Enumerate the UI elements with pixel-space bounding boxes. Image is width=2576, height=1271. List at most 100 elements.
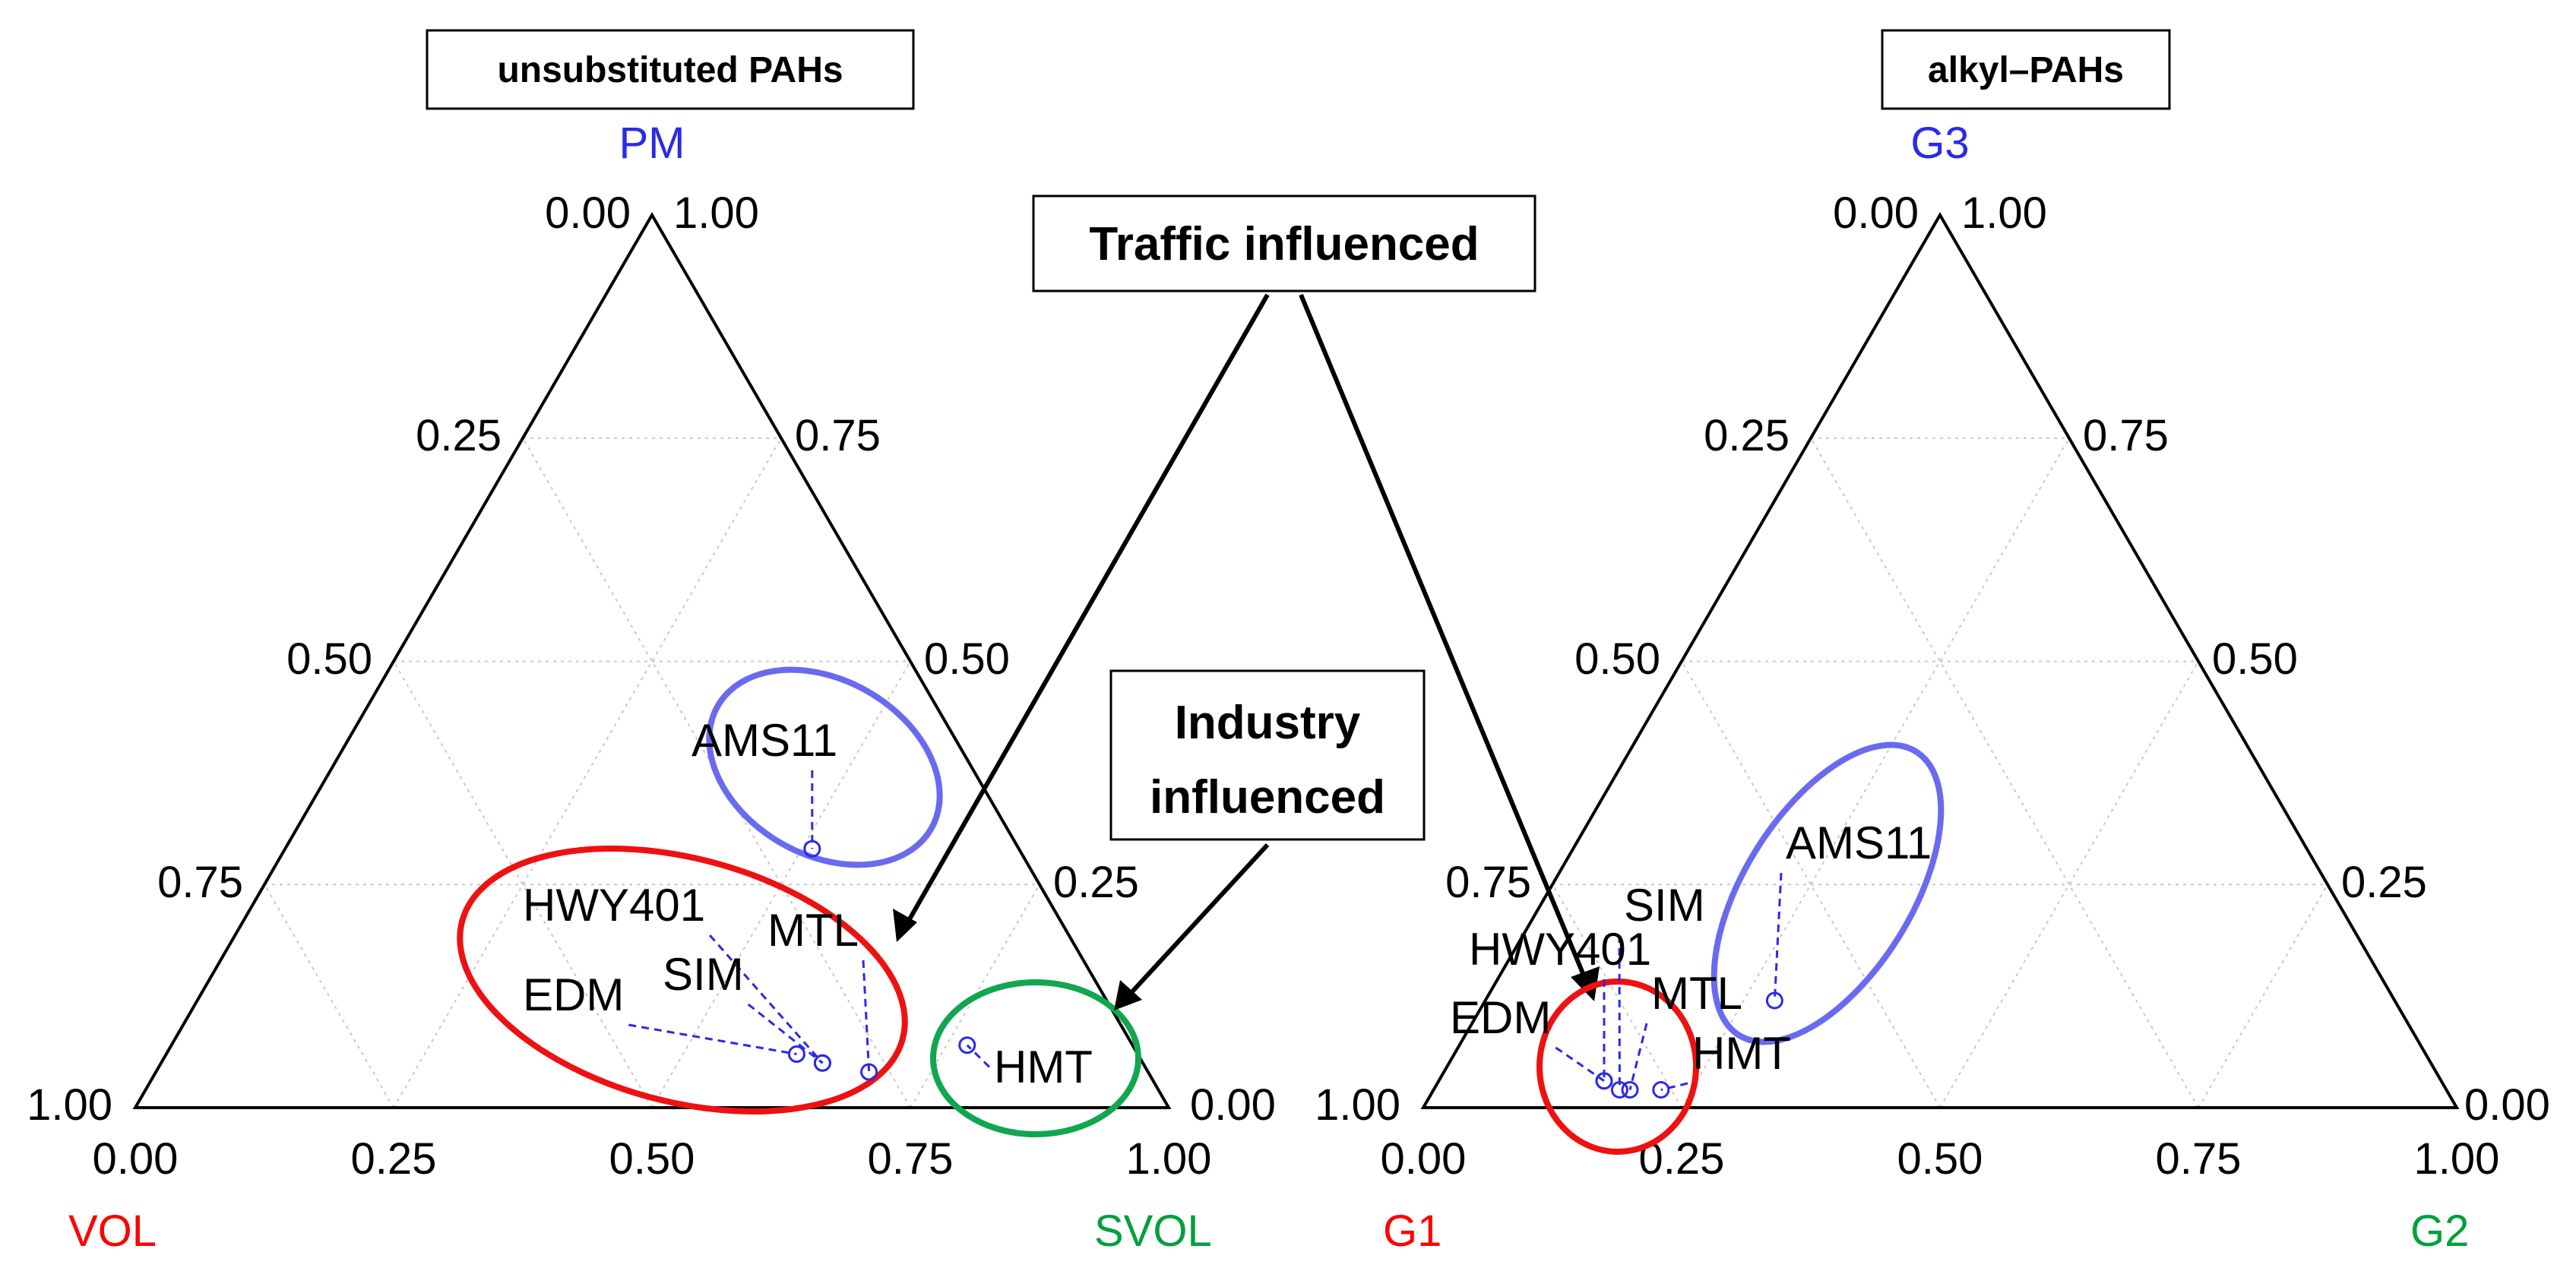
industry-label-line1: Industry [1175, 697, 1361, 749]
points-left [628, 770, 991, 1081]
grid-line-right-a2 [1552, 884, 1682, 1108]
tick-bottom-right-4: 1.00 [2414, 1134, 2500, 1184]
tick-rightedge-right-4: 0.00 [2464, 1080, 2550, 1130]
grid-line-right-a0 [1810, 438, 2199, 1108]
ellipse-ams11-left [706, 666, 943, 868]
grid-line-right-b1 [1939, 660, 2199, 1108]
point-label-hmt-left: HMT [994, 1042, 1093, 1092]
corner-label-bl-left: VOL [68, 1206, 157, 1256]
tick-bottom-left-4: 1.00 [1126, 1134, 1212, 1184]
leader-ams11-right [1773, 872, 1783, 1001]
leader-sim-left [747, 1003, 824, 1064]
tick-bottom-right-2: 0.50 [1897, 1134, 1983, 1184]
tick-bottom-left-2: 0.50 [609, 1134, 695, 1184]
point-hmt-right [1652, 1081, 1670, 1099]
tick-bottom-left-1: 0.25 [351, 1134, 437, 1184]
ellipse-traffic-right [1536, 979, 1699, 1155]
grid-line-left-a1 [393, 660, 653, 1108]
leader-hmt-right [1660, 1082, 1688, 1091]
ellipse-traffic-left [457, 846, 908, 1114]
ternary-left: unsubstituted PAHs PM VOL SVOL 0.00 0.25… [27, 29, 1276, 1256]
leader-hwy401-left [708, 934, 824, 1064]
title-left: unsubstituted PAHs [497, 50, 843, 90]
title-box-right [1881, 29, 2171, 110]
point-edm-left [787, 1045, 805, 1063]
tick-rightedge-right-2: 0.50 [2212, 634, 2298, 684]
tick-rightedge-right-0: 1.00 [1961, 188, 2047, 238]
tick-bottom-left-3: 0.75 [868, 1134, 954, 1184]
point-sim-right [1610, 1081, 1628, 1099]
grid-line-right-b2 [2198, 884, 2328, 1108]
tick-rightedge-left-1: 0.75 [795, 411, 881, 460]
point-sim-left [813, 1054, 831, 1072]
traffic-box [1032, 194, 1536, 292]
point-label-edm-left: EDM [523, 969, 624, 1020]
point-label-hwy401-left: HWY401 [523, 880, 705, 931]
tick-leftedge-left-0: 0.00 [545, 188, 631, 238]
tick-rightedge-left-0: 1.00 [673, 188, 759, 238]
tick-rightedge-right-3: 0.25 [2341, 858, 2427, 907]
point-label-sim-left: SIM [663, 949, 744, 1000]
point-label-mtl-right: MTL [1651, 968, 1742, 1019]
point-label-ams11-right: AMS11 [1786, 817, 1932, 868]
tick-bottom-left-0: 0.00 [93, 1134, 179, 1184]
point-mtl-right [1621, 1081, 1639, 1099]
corner-label-top-left: PM [619, 119, 685, 168]
corner-label-br-left: SVOL [1094, 1206, 1212, 1256]
point-label-sim-right: SIM [1624, 880, 1705, 931]
point-mtl-left [860, 1063, 878, 1081]
corner-label-bl-right: G1 [1383, 1206, 1441, 1256]
point-label-mtl-left: MTL [767, 905, 859, 956]
ellipse-hmt-left [930, 979, 1141, 1137]
ellipse-ams11-right [1710, 741, 1945, 1045]
title-right: alkyl–PAHs [1928, 50, 2124, 90]
arrow-traffic-to-left [893, 293, 1270, 942]
tick-rightedge-left-4: 0.00 [1190, 1080, 1276, 1130]
tick-leftedge-right-1: 0.25 [1704, 411, 1790, 460]
industry-box [1109, 669, 1426, 841]
tick-bottom-right-3: 0.75 [2156, 1134, 2242, 1184]
grid-left [264, 437, 1040, 1108]
tick-leftedge-left-2: 0.50 [286, 634, 372, 684]
tick-leftedge-right-0: 0.00 [1833, 188, 1919, 238]
point-ams11-right [1765, 991, 1783, 1010]
triangle-frame-left [132, 212, 1172, 1109]
leader-edm-left [628, 1023, 797, 1055]
corner-label-top-right: G3 [1910, 119, 1969, 168]
point-ams11-left [803, 839, 821, 858]
point-hmt-left [958, 1036, 976, 1054]
point-hwy401-right [1595, 1072, 1613, 1090]
leader-mtl-right [1628, 1023, 1648, 1090]
tick-leftedge-left-3: 0.75 [157, 858, 243, 907]
leader-mtl-left [862, 960, 871, 1073]
title-box-left [426, 29, 915, 110]
tick-rightedge-right-1: 0.75 [2083, 411, 2169, 460]
leader-edm-right [1555, 1046, 1605, 1082]
tick-rightedge-left-3: 0.25 [1053, 858, 1139, 907]
tick-leftedge-right-2: 0.50 [1574, 634, 1660, 684]
triangle-frame-right [1420, 212, 2460, 1109]
point-label-ams11-left: AMS11 [691, 715, 837, 766]
tick-leftedge-right-4: 1.00 [1315, 1080, 1400, 1130]
tick-rightedge-left-2: 0.50 [924, 634, 1010, 684]
annotations: Traffic influenced Industry influenced [893, 194, 1600, 1010]
grid-line-left-a2 [264, 884, 394, 1108]
tick-leftedge-right-3: 0.75 [1445, 858, 1531, 907]
grid-line-right-a1 [1681, 660, 1941, 1108]
corner-label-br-right: G2 [2410, 1206, 2469, 1256]
arrow-industry-to-left [1114, 843, 1270, 1010]
arrow-traffic-to-right [1299, 293, 1600, 1001]
tick-bottom-right-0: 0.00 [1381, 1134, 1467, 1184]
point-label-hwy401-right: HWY401 [1469, 924, 1651, 975]
grid-line-left-b1 [651, 660, 911, 1108]
tick-leftedge-left-4: 1.00 [27, 1080, 112, 1130]
ternary-right: alkyl–PAHs G3 G1 G2 0.00 0.25 0.50 0.75 … [1315, 29, 2550, 1256]
point-label-hmt-right: HMT [1692, 1028, 1791, 1079]
traffic-label: Traffic influenced [1089, 218, 1479, 270]
point-label-edm-right: EDM [1450, 992, 1551, 1043]
grid-right [1552, 437, 2328, 1108]
industry-label-line2: influenced [1150, 771, 1385, 824]
points-right [1555, 872, 1783, 1099]
tick-leftedge-left-1: 0.25 [416, 411, 502, 460]
